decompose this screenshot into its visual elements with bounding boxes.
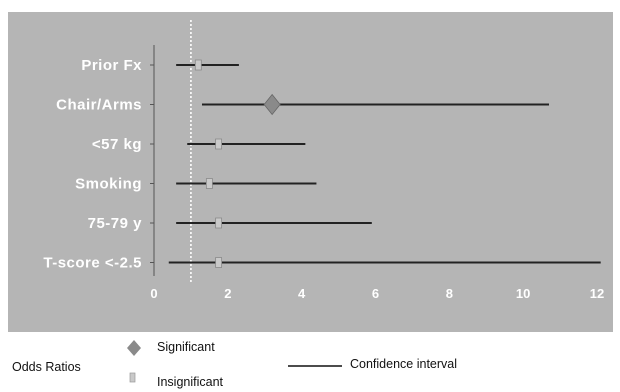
insignificant-marker xyxy=(215,257,223,268)
category-label: Smoking xyxy=(75,176,142,193)
point-estimates xyxy=(194,59,281,268)
x-tick-label: 2 xyxy=(224,286,231,301)
x-axis: 0 2 4 6 8 10 12 xyxy=(150,45,604,301)
ci-lines xyxy=(168,64,601,264)
legend-ci-label: Confidence interval xyxy=(350,357,458,371)
plot-panel xyxy=(8,12,613,332)
x-tick-label: 10 xyxy=(516,286,530,301)
legend-title: Odds Ratios xyxy=(12,360,81,374)
insignificant-marker xyxy=(194,59,202,71)
diamond-icon xyxy=(127,340,141,356)
category-label: Prior Fx xyxy=(81,57,142,74)
x-tick-label: 0 xyxy=(150,286,157,301)
x-tick-label: 12 xyxy=(590,286,604,301)
x-tick-label: 8 xyxy=(446,286,453,301)
insignificant-marker xyxy=(215,217,223,229)
significant-marker xyxy=(263,93,281,116)
forest-plot: 0 2 4 6 8 10 12 Prior Fx Chair/Arms <57 kg Smokin… xyxy=(8,12,613,332)
line-icon xyxy=(288,365,342,367)
legend-significant-label: Significant xyxy=(157,340,215,354)
category-label: 75-79 y xyxy=(88,215,143,232)
category-label: T-score <-2.5 xyxy=(43,255,142,272)
category-labels: Prior Fx Chair/Arms <57 kg Smoking 75-79 y T-… xyxy=(43,57,143,272)
insignificant-marker xyxy=(205,178,213,189)
category-label: Chair/Arms xyxy=(56,97,142,114)
insignificant-marker xyxy=(215,138,223,150)
x-tick-label: 6 xyxy=(372,286,379,301)
legend-insignificant-label: Insignificant xyxy=(157,375,224,389)
x-tick-label: 4 xyxy=(298,286,306,301)
square-marker-icon xyxy=(129,372,136,383)
category-label: <57 kg xyxy=(92,136,142,153)
